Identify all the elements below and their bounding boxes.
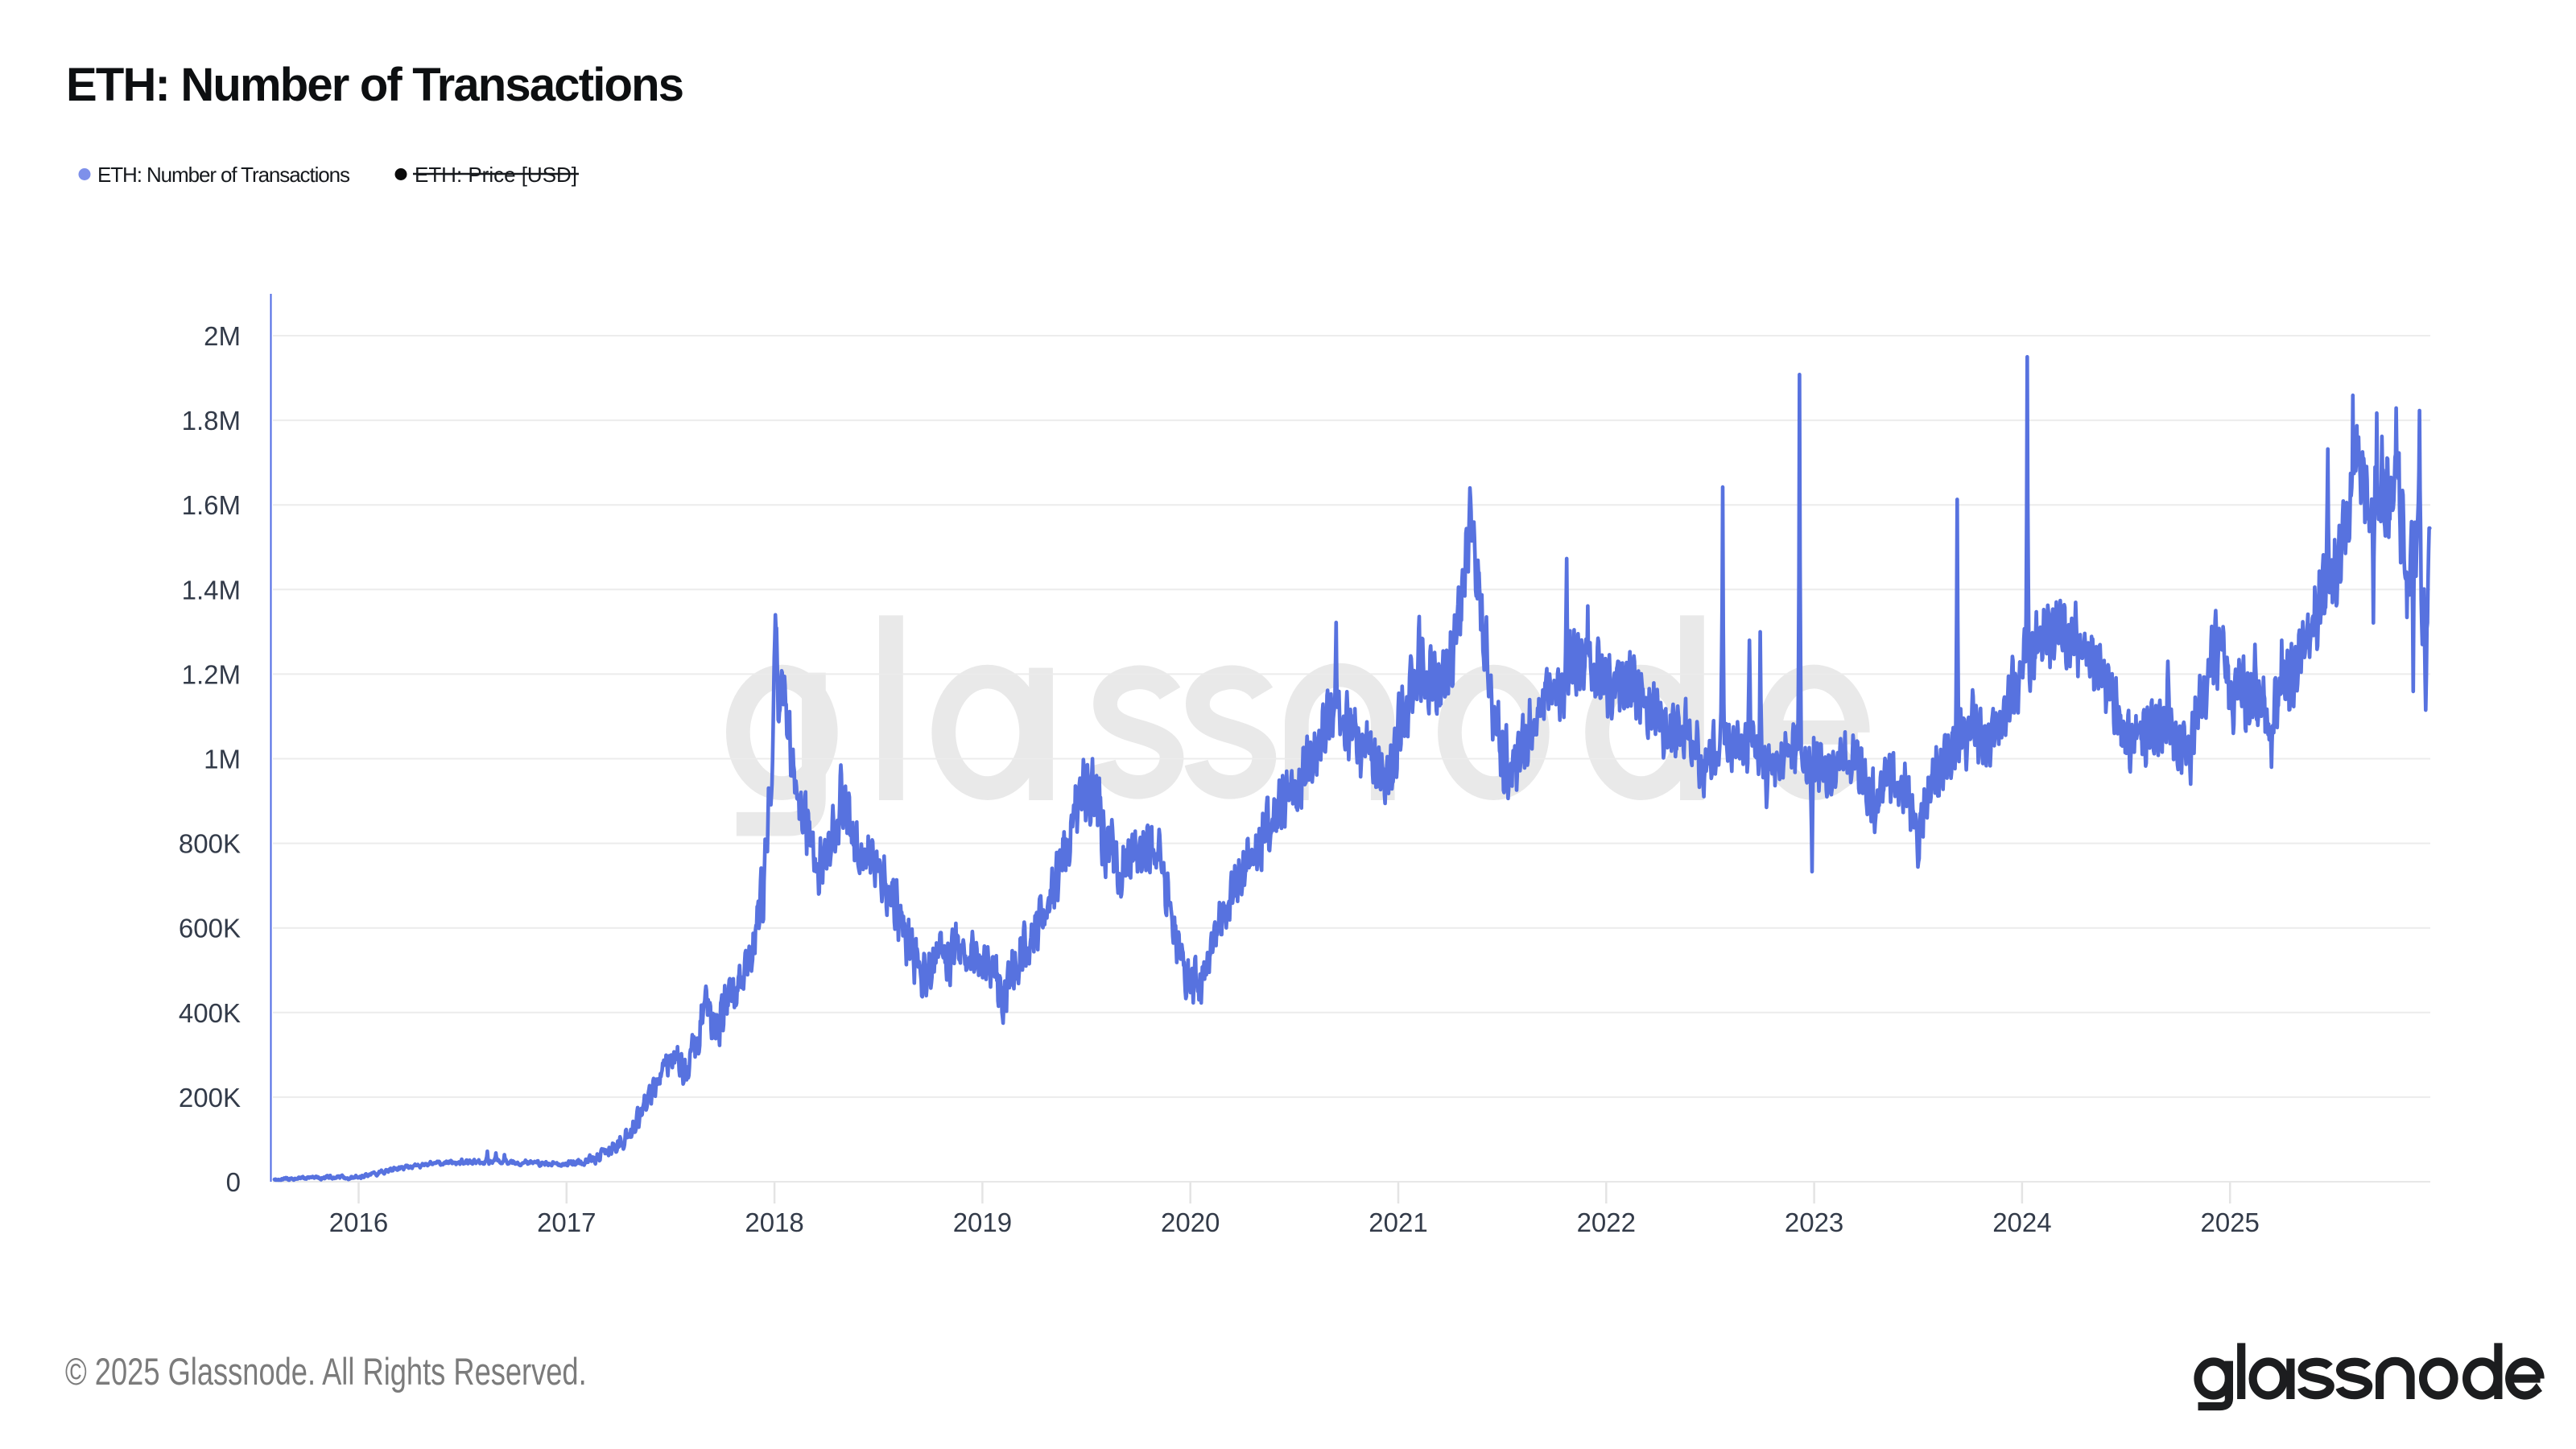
svg-text:1.2M: 1.2M bbox=[182, 659, 241, 689]
svg-text:2M: 2M bbox=[204, 321, 241, 351]
svg-text:© 2025 Glassnode. All Rights R: © 2025 Glassnode. All Rights Reserved. bbox=[65, 1350, 587, 1393]
svg-text:800K: 800K bbox=[179, 829, 241, 859]
svg-text:2023: 2023 bbox=[1785, 1208, 1843, 1237]
svg-text:2018: 2018 bbox=[745, 1208, 803, 1237]
svg-text:2020: 2020 bbox=[1161, 1208, 1220, 1237]
svg-text:200K: 200K bbox=[179, 1083, 241, 1113]
svg-text:1.8M: 1.8M bbox=[182, 406, 241, 436]
svg-text:600K: 600K bbox=[179, 914, 241, 943]
svg-text:ETH: Number of Transactions: ETH: Number of Transactions bbox=[97, 163, 350, 187]
svg-text:2021: 2021 bbox=[1368, 1208, 1427, 1237]
svg-text:1M: 1M bbox=[204, 745, 241, 774]
svg-text:2022: 2022 bbox=[1577, 1208, 1636, 1237]
svg-text:400K: 400K bbox=[179, 998, 241, 1028]
svg-text:1.6M: 1.6M bbox=[182, 490, 241, 520]
svg-text:2017: 2017 bbox=[537, 1208, 596, 1237]
svg-text:0: 0 bbox=[226, 1167, 241, 1197]
svg-text:2025: 2025 bbox=[2200, 1208, 2259, 1237]
svg-text:ETH: Number of Transactions: ETH: Number of Transactions bbox=[66, 59, 684, 111]
svg-text:2019: 2019 bbox=[953, 1208, 1012, 1237]
svg-text:2016: 2016 bbox=[329, 1208, 388, 1237]
svg-text:1.4M: 1.4M bbox=[182, 575, 241, 605]
svg-text:2024: 2024 bbox=[1992, 1208, 2051, 1237]
